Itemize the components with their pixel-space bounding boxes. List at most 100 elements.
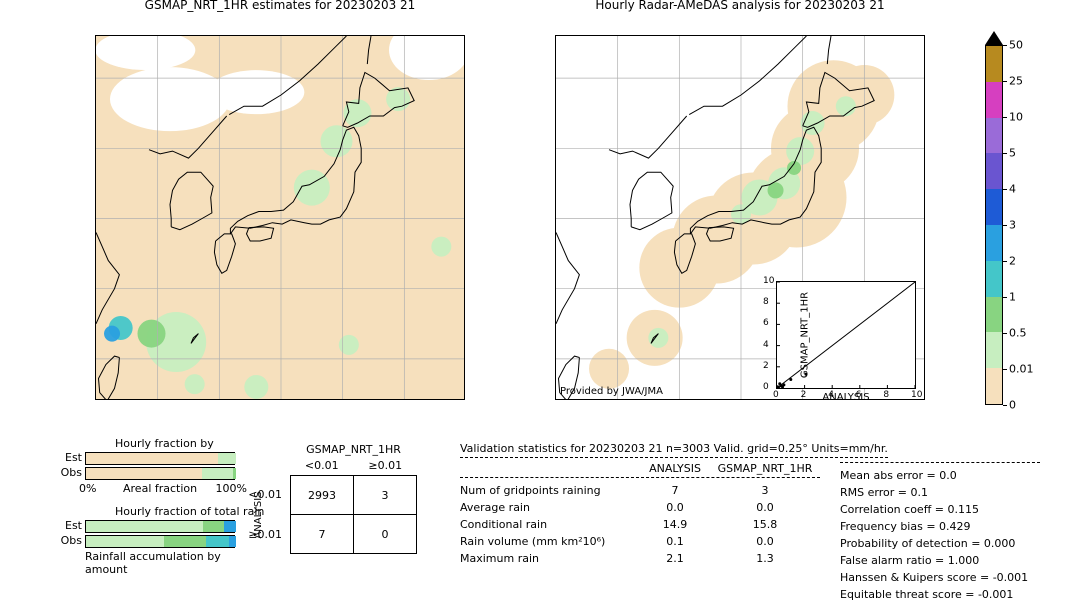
colorbar-label: 0.01 <box>1009 363 1034 376</box>
metric-row: Mean abs error = 0.0 <box>840 467 1040 484</box>
colorbar-label: 0.5 <box>1009 327 1027 340</box>
stats-row-label: Average rain <box>460 499 640 516</box>
inset-ytick: 6 <box>763 318 769 328</box>
ctable-cell-00: 2993 <box>291 476 354 515</box>
ctable-cell-11: 0 <box>354 515 417 554</box>
ctable-row1: ≥0.01 <box>240 528 282 541</box>
stats-header: Validation statistics for 20230203 21 n=… <box>460 442 888 455</box>
stats-row-b: 0.0 <box>710 533 820 550</box>
stats-row-b: 3 <box>710 482 820 499</box>
colorbar-label: 50 <box>1009 39 1023 52</box>
stats-row-label: Rain volume (mm km²10⁶) <box>460 533 640 550</box>
colorbar-seg <box>986 225 1002 261</box>
stats-row-a: 14.9 <box>640 516 710 533</box>
colorbar-label: 3 <box>1009 219 1016 232</box>
ctable-col0: <0.01 <box>290 459 354 472</box>
scatter-inset-svg <box>777 282 915 388</box>
colorbar-label: 5 <box>1009 147 1016 160</box>
ctable-cell-01: 3 <box>354 476 417 515</box>
colorbar-over-triangle <box>985 31 1003 45</box>
scatter-inset: ANALYSIS GSMAP_NRT_1HR 00224466881010 <box>776 281 916 389</box>
stats-rule-top <box>460 457 888 458</box>
left-map-panel: GSMAP_NRT_1HR estimates for 20230203 21 … <box>95 15 465 380</box>
stats-row-a: 0.1 <box>640 533 710 550</box>
colorbar-seg <box>986 82 1002 118</box>
stats-row-a: 2.1 <box>640 550 710 567</box>
validation-metrics: Mean abs error = 0.0RMS error = 0.1Corre… <box>840 460 1040 603</box>
stats-row-b: 1.3 <box>710 550 820 567</box>
hbar-seg <box>203 521 224 532</box>
stats-grid: ANALYSIS GSMAP_NRT_1HR Num of gridpoints… <box>460 462 888 567</box>
ctable-row0: <0.01 <box>240 488 282 501</box>
inset-xtick: 8 <box>883 390 889 400</box>
right-map-title: Hourly Radar-AMeDAS analysis for 2023020… <box>555 0 925 12</box>
hbar-row-label: Est <box>60 451 82 464</box>
ctable-row-labels: <0.01 ≥0.01 <box>240 475 282 554</box>
stats-row-label: Num of gridpoints raining <box>460 482 640 499</box>
ctable-cell-10: 7 <box>291 515 354 554</box>
ctable-title: GSMAP_NRT_1HR <box>290 443 417 456</box>
hbar-seg <box>229 536 237 547</box>
metric-row: Correlation coeff = 0.115 <box>840 501 1040 518</box>
colorbar-bar <box>985 45 1003 405</box>
metric-row: False alarm ratio = 1.000 <box>840 552 1040 569</box>
metric-row: Probability of detection = 0.000 <box>840 535 1040 552</box>
hbar-axis-label: Areal fraction <box>123 482 197 495</box>
right-map: Provided by JWA/JMA ANALYSIS GSMAP_NRT_1… <box>555 35 925 400</box>
hbar-seg <box>224 521 236 532</box>
metric-row: Hanssen & Kuipers score = -0.001 <box>840 569 1040 586</box>
stats-row-a: 7 <box>640 482 710 499</box>
colorbar-seg <box>986 368 1002 404</box>
inset-ytick: 4 <box>763 340 769 350</box>
metric-row: Equitable threat score = -0.001 <box>840 586 1040 603</box>
colorbar-seg <box>986 189 1002 225</box>
colorbar-label: 4 <box>1009 183 1016 196</box>
hbar-row-label: Obs <box>60 534 82 547</box>
inset-ytick: 10 <box>763 276 774 286</box>
validation-stats: Validation statistics for 20230203 21 n=… <box>460 442 888 567</box>
stats-row-b: 0.0 <box>710 499 820 516</box>
stats-row-a: 0.0 <box>640 499 710 516</box>
colorbar-seg <box>986 261 1002 297</box>
hbar-axis-label: 0% <box>79 482 96 495</box>
metric-row: Frequency bias = 0.429 <box>840 518 1040 535</box>
stats-hdr-0 <box>460 462 640 475</box>
hbar-seg <box>86 468 202 479</box>
hbar-occurrence: Hourly fraction by occurence EstObs0%Are… <box>85 452 265 496</box>
figure-root: GSMAP_NRT_1HR estimates for 20230203 21 … <box>0 0 1080 612</box>
colorbar-label: 25 <box>1009 75 1023 88</box>
stats-hdr-1: ANALYSIS <box>640 462 710 475</box>
stats-row-label: Maximum rain <box>460 550 640 567</box>
ctable-grid: 2993 3 7 0 <box>290 475 417 554</box>
hbar-totalrain: Hourly fraction of total rain EstObsRain… <box>85 520 265 576</box>
right-map-panel: Hourly Radar-AMeDAS analysis for 2023020… <box>555 15 925 380</box>
hbar-seg <box>86 453 218 464</box>
colorbar-label: 10 <box>1009 111 1023 124</box>
left-map-svg <box>96 36 464 399</box>
left-map-title: GSMAP_NRT_1HR estimates for 20230203 21 <box>95 0 465 12</box>
hbar-footer: Rainfall accumulation by amount <box>85 550 265 576</box>
inset-ytick: 0 <box>763 382 769 392</box>
colorbar-seg <box>986 46 1002 82</box>
colorbar-seg <box>986 332 1002 368</box>
hbar-seg <box>86 521 203 532</box>
colorbar-label: 0 <box>1009 399 1016 412</box>
ctable-col-labels: <0.01 ≥0.01 <box>290 459 417 472</box>
inset-xlabel: ANALYSIS <box>777 392 915 400</box>
hbar-seg <box>218 453 236 464</box>
stats-row-label: Conditional rain <box>460 516 640 533</box>
contingency-table: GSMAP_NRT_1HR <0.01 ≥0.01 ANALYSIS <0.01… <box>290 475 417 554</box>
metric-row: RMS error = 0.1 <box>840 484 1040 501</box>
left-map: 125°E130°E135°E140°E145°E25°N30°N35°N40°… <box>95 35 465 400</box>
stats-hdr-2: GSMAP_NRT_1HR <box>710 462 820 475</box>
inset-ytick: 8 <box>763 297 769 307</box>
colorbar-label: 1 <box>1009 291 1016 304</box>
hbar-seg <box>86 536 164 547</box>
hbar-seg <box>164 536 206 547</box>
hbar-seg <box>233 468 236 479</box>
hbar-row-label: Obs <box>60 466 82 479</box>
hbar-seg <box>202 468 234 479</box>
inset-xtick: 6 <box>856 390 862 400</box>
inset-xtick: 4 <box>828 390 834 400</box>
colorbar-seg <box>986 118 1002 154</box>
